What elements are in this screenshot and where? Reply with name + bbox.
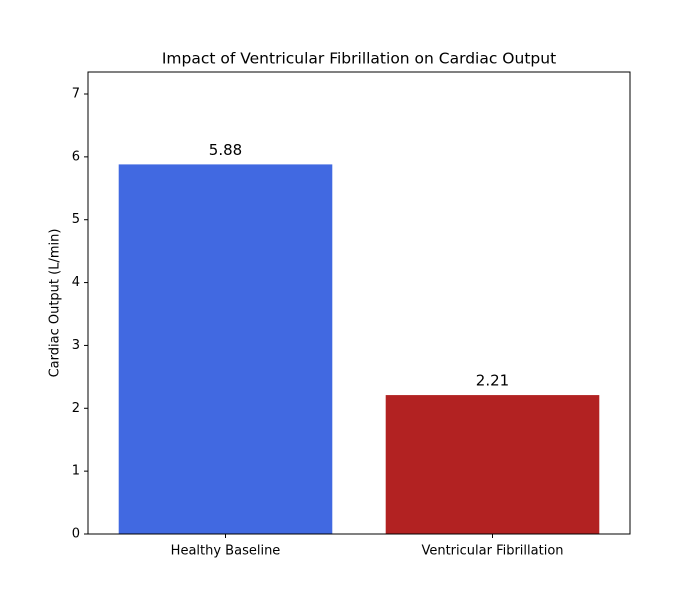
x-tick-label: Healthy Baseline: [171, 544, 281, 559]
chart-title: Impact of Ventricular Fibrillation on Ca…: [162, 50, 556, 68]
x-tick-label: Ventricular Fibrillation: [421, 544, 563, 559]
value-label: 5.88: [209, 141, 242, 159]
bar: [385, 395, 600, 534]
y-tick-label: 7: [72, 87, 80, 102]
y-tick-label: 5: [72, 212, 80, 227]
y-tick-label: 0: [72, 527, 80, 542]
y-tick-label: 6: [72, 149, 80, 164]
bar: [118, 164, 333, 534]
y-tick-label: 2: [72, 401, 80, 416]
y-tick-label: 4: [72, 275, 80, 290]
y-tick-label: 3: [72, 338, 80, 353]
value-label: 2.21: [476, 372, 509, 390]
y-axis-label: Cardiac Output (L/min): [48, 229, 63, 378]
plot-frame: [87, 71, 631, 535]
y-tick-label: 1: [72, 464, 80, 479]
